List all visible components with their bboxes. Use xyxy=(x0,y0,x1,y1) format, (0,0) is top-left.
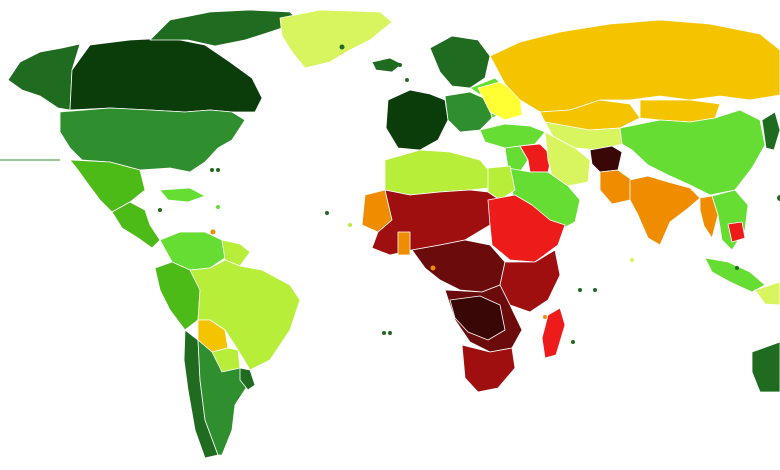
region-central-europe xyxy=(444,91,493,133)
island-marker xyxy=(210,229,216,235)
region-western-europe xyxy=(385,89,449,151)
region-iran xyxy=(544,131,591,187)
island-marker xyxy=(382,331,386,335)
island-marker xyxy=(578,288,582,292)
region-cambodia xyxy=(727,221,746,243)
region-sudan-ethiopia xyxy=(487,194,566,263)
island-markers xyxy=(158,44,780,344)
region-middle-east xyxy=(504,145,529,173)
region-mongolia xyxy=(639,99,721,123)
region-south-africa xyxy=(461,344,516,393)
island-marker xyxy=(593,288,597,292)
island-marker xyxy=(430,265,436,271)
region-madagascar xyxy=(541,307,566,359)
region-scandinavia xyxy=(429,35,491,89)
region-papua xyxy=(754,281,780,306)
island-marker xyxy=(571,340,575,344)
island-marker xyxy=(210,168,214,172)
island-marker xyxy=(777,195,780,201)
island-marker xyxy=(388,331,392,335)
region-argentina xyxy=(197,339,249,456)
region-ukraine-belarus xyxy=(477,81,523,121)
region-caribbean xyxy=(159,187,206,203)
island-marker xyxy=(630,258,634,262)
island-marker xyxy=(216,205,220,209)
region-iceland xyxy=(371,57,403,73)
region-greenland xyxy=(279,9,393,69)
region-zambia-region xyxy=(449,295,506,341)
island-marker xyxy=(339,44,345,50)
island-marker xyxy=(405,78,409,82)
island-marker xyxy=(216,168,220,172)
region-usa xyxy=(59,107,246,173)
region-egypt xyxy=(487,165,516,201)
island-marker xyxy=(398,63,402,67)
region-australia xyxy=(751,341,780,393)
region-korea-japan xyxy=(761,111,780,151)
region-ghana xyxy=(397,231,411,256)
region-caucasus-turkey xyxy=(479,123,546,149)
region-uruguay xyxy=(239,367,256,391)
island-marker xyxy=(158,208,162,212)
region-guianas xyxy=(221,239,251,267)
island-marker xyxy=(543,315,547,319)
island-marker xyxy=(348,223,352,227)
region-china xyxy=(619,109,766,196)
region-india xyxy=(629,175,701,246)
island-marker xyxy=(735,266,739,270)
island-marker xyxy=(325,211,329,215)
